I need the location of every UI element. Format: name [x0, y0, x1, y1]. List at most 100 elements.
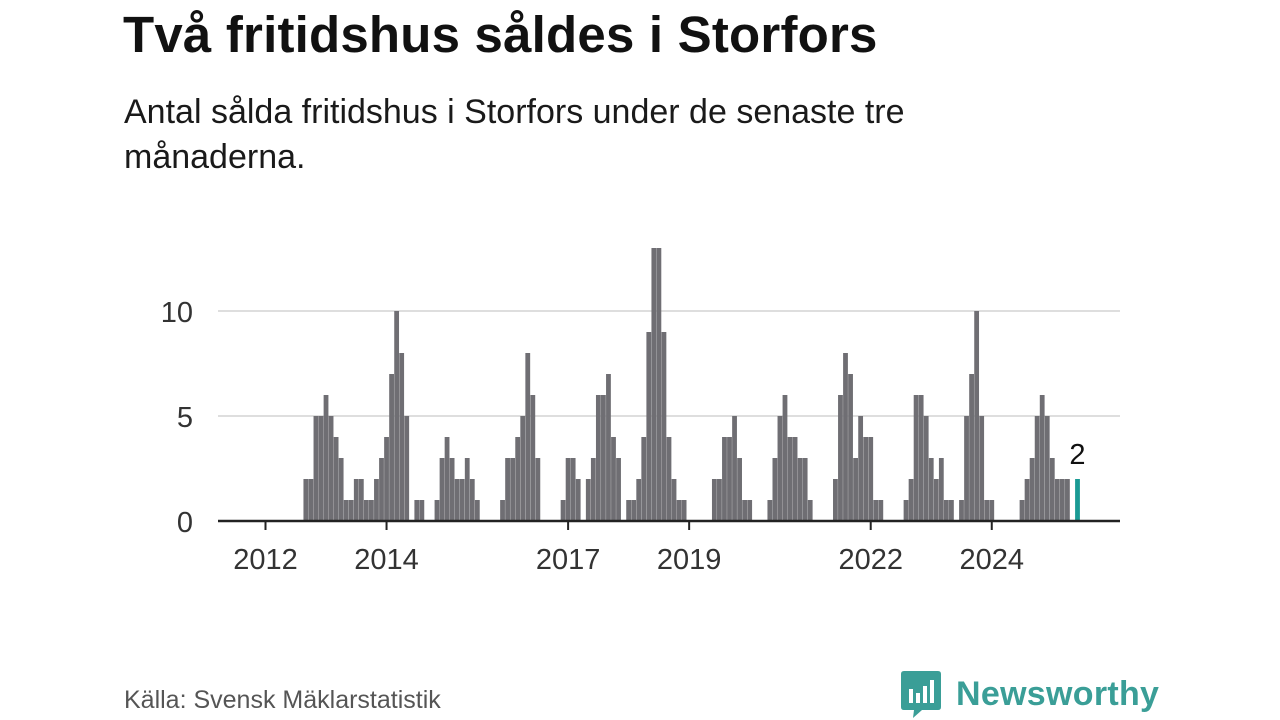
bar — [1024, 479, 1030, 521]
bar — [333, 437, 339, 521]
bar — [414, 500, 420, 521]
bar-chart: 0 5 10 2 2012 2014 2017 2019 2022 2024 — [161, 248, 1120, 576]
bar — [530, 395, 536, 521]
bar — [601, 395, 606, 521]
bar — [590, 458, 596, 521]
bar — [1049, 458, 1055, 521]
bar — [681, 500, 687, 521]
x-tick-label: 2019 — [657, 544, 722, 576]
bar — [711, 479, 717, 521]
bar — [641, 437, 647, 521]
bar — [802, 458, 808, 521]
bar-latest — [1075, 479, 1080, 521]
bar — [737, 458, 742, 521]
bar — [434, 500, 440, 521]
data-label: 2 — [1069, 439, 1085, 471]
bar — [853, 458, 858, 521]
bar — [959, 500, 964, 521]
bar — [328, 416, 334, 521]
bar — [585, 479, 591, 521]
bar — [1034, 416, 1040, 521]
y-tick-label: 5 — [177, 402, 193, 434]
bar — [379, 458, 384, 521]
x-tick-label: 2014 — [354, 544, 419, 576]
bar — [560, 500, 566, 521]
bar — [732, 416, 737, 521]
bar — [1039, 395, 1045, 521]
bar — [469, 479, 475, 521]
bar — [338, 458, 344, 521]
bar — [439, 458, 445, 521]
bar — [777, 416, 783, 521]
bar — [449, 458, 455, 521]
bar — [575, 479, 581, 521]
bar — [656, 248, 662, 521]
bar — [848, 374, 853, 521]
bar — [454, 479, 460, 521]
bar — [913, 395, 919, 521]
bar — [1029, 458, 1035, 521]
bar — [863, 437, 869, 521]
x-tick-label: 2012 — [233, 544, 298, 576]
bar — [389, 374, 394, 521]
brand-name: Newsworthy — [956, 674, 1160, 713]
bar — [363, 500, 369, 521]
bar — [464, 458, 470, 521]
bar — [666, 437, 672, 521]
bar — [384, 437, 389, 521]
bar — [671, 479, 677, 521]
bars — [303, 248, 1080, 521]
bar — [535, 458, 541, 521]
bar — [419, 500, 425, 521]
bar — [838, 395, 843, 521]
bar — [792, 437, 798, 521]
bar — [833, 479, 838, 521]
bar — [399, 353, 405, 521]
bar — [943, 500, 949, 521]
x-tick-label: 2022 — [838, 544, 903, 576]
bar — [606, 374, 611, 521]
bar — [404, 416, 410, 521]
bar — [722, 437, 727, 521]
bar — [949, 500, 954, 521]
bar — [358, 479, 364, 521]
x-tick-label: 2017 — [536, 544, 601, 576]
bar — [928, 458, 934, 521]
gridlines — [218, 310, 1120, 417]
bar — [474, 500, 480, 521]
bar — [742, 500, 748, 521]
bar — [303, 479, 309, 521]
bar — [348, 500, 354, 521]
bar — [505, 458, 510, 521]
bar — [500, 500, 505, 521]
bar — [525, 353, 531, 521]
bar — [782, 395, 788, 521]
bar — [611, 437, 616, 521]
bar — [631, 500, 637, 521]
axes — [218, 519, 1120, 530]
bar — [1044, 416, 1050, 521]
bar — [727, 437, 732, 521]
bar — [747, 500, 753, 521]
bar — [933, 479, 939, 521]
bar — [308, 479, 314, 521]
bar — [676, 500, 682, 521]
bar — [974, 311, 980, 521]
bar — [772, 458, 778, 521]
y-tick-label: 0 — [177, 507, 193, 539]
bar — [923, 416, 929, 521]
bar — [459, 479, 465, 521]
bar — [313, 416, 319, 521]
bar — [353, 479, 359, 521]
x-tick-label: 2024 — [960, 544, 1025, 576]
bar — [767, 500, 773, 521]
newsworthy-logo-icon — [901, 671, 941, 718]
bar — [938, 458, 944, 521]
bar — [444, 437, 450, 521]
bar — [343, 500, 349, 521]
bar — [918, 395, 924, 521]
y-tick-label: 10 — [161, 297, 193, 329]
bar — [843, 353, 848, 521]
bar — [646, 332, 652, 521]
chart-subtitle: Antal sålda fritidshus i Storfors under … — [124, 93, 905, 176]
